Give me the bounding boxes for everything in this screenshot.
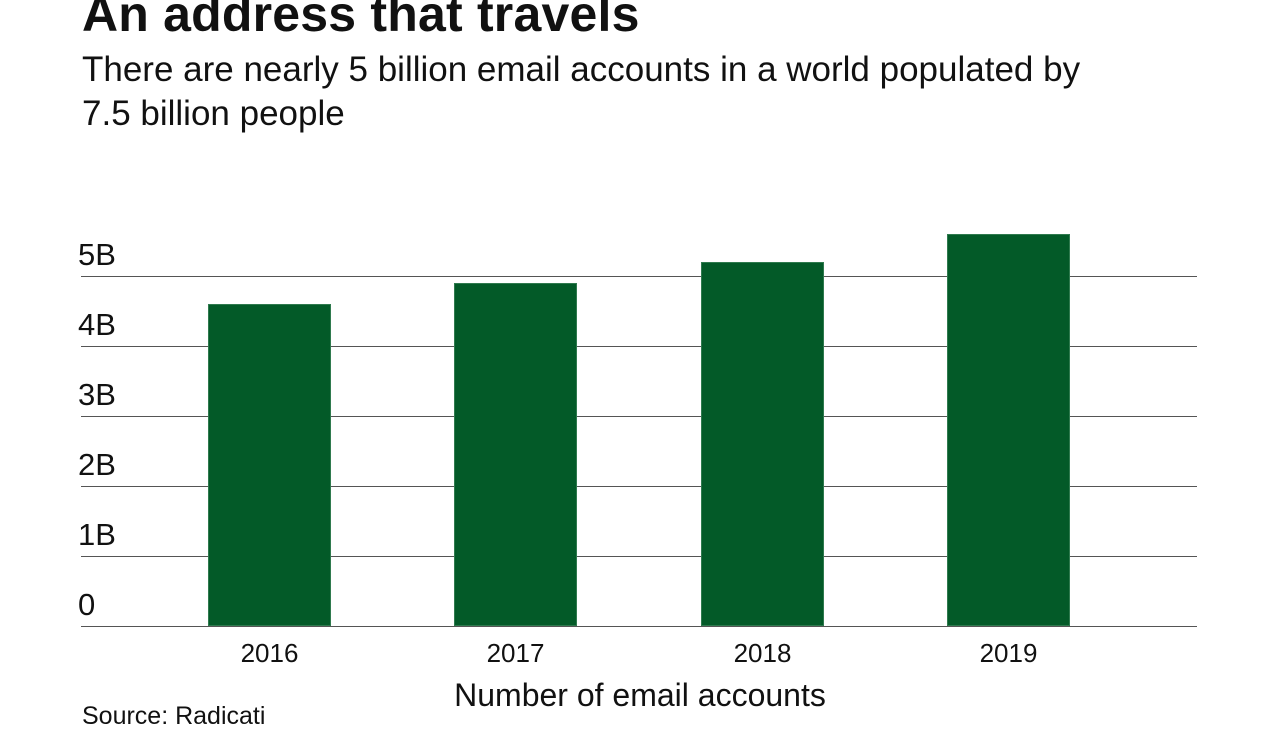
y-axis-tick-label: 3B xyxy=(78,377,116,412)
x-axis-tick-label: 2019 xyxy=(979,638,1038,668)
y-axis-tick-label: 1B xyxy=(78,517,116,552)
chart-title: An address that travels xyxy=(82,0,640,42)
bar-2019 xyxy=(947,234,1070,626)
y-axis-tick-label: 5B xyxy=(78,237,116,272)
bar-2016 xyxy=(208,304,331,626)
gridline xyxy=(81,346,1197,347)
source-note: Source: Radicati xyxy=(82,702,266,730)
x-axis-tick-label: 2017 xyxy=(486,638,545,668)
gridline xyxy=(81,556,1197,557)
gridline xyxy=(81,416,1197,417)
gridline xyxy=(81,486,1197,487)
x-axis-tick-label: 2016 xyxy=(240,638,299,668)
y-axis-tick-label: 0 xyxy=(78,587,96,622)
gridline xyxy=(81,626,1197,627)
y-axis-tick-label: 4B xyxy=(78,307,116,342)
gridline xyxy=(81,276,1197,277)
bar-2018 xyxy=(701,262,824,626)
y-axis-tick-label: 2B xyxy=(78,447,116,482)
bar-2017 xyxy=(454,283,577,626)
chart-subtitle: There are nearly 5 billion email account… xyxy=(82,50,1081,133)
x-axis-tick-label: 2018 xyxy=(733,638,792,668)
x-axis-label: Number of email accounts xyxy=(454,677,826,713)
